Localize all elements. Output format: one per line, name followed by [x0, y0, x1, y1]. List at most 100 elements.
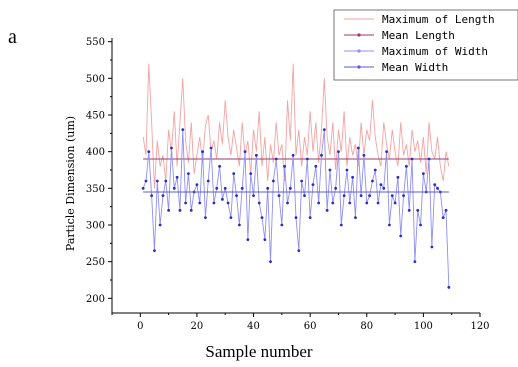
data-point-max-width: [407, 208, 411, 212]
x-tick-label: 80: [360, 321, 373, 332]
data-point-max-width: [337, 150, 340, 154]
data-point-max-width: [215, 186, 219, 190]
data-point-max-width: [368, 194, 371, 198]
data-point-max-width: [170, 146, 173, 150]
data-point-max-width: [447, 285, 451, 289]
data-point-max-width: [271, 179, 275, 183]
data-point-max-width: [410, 157, 414, 161]
y-tick-label: 400: [86, 147, 105, 158]
x-tick-label: 20: [191, 321, 204, 332]
data-point-max-width: [308, 216, 312, 220]
data-point-max-width: [175, 175, 179, 179]
data-point-max-width: [441, 216, 445, 220]
data-point-max-width: [235, 194, 238, 198]
data-point-max-width: [229, 216, 233, 220]
data-point-max-width: [385, 150, 388, 154]
data-point-max-width: [150, 194, 154, 198]
data-point-max-width: [147, 150, 151, 154]
data-point-max-width: [257, 201, 261, 205]
data-point-max-width: [246, 238, 250, 242]
data-point-max-width: [320, 153, 323, 157]
y-tick-label: 350: [86, 184, 105, 195]
data-point-max-width: [286, 201, 289, 205]
data-point-max-width: [184, 201, 188, 205]
data-point-max-width: [206, 179, 210, 183]
legend-entry-label: Mean Length: [382, 29, 455, 42]
data-point-max-width: [252, 194, 255, 198]
data-point-max-width: [204, 216, 207, 220]
data-point-max-width: [294, 216, 298, 220]
data-point-max-width: [311, 183, 315, 187]
data-point-max-width: [430, 245, 434, 249]
data-point-max-width: [232, 172, 236, 176]
x-tick-label: 100: [414, 321, 433, 332]
data-point-max-width: [354, 216, 357, 220]
data-point-max-width: [334, 186, 338, 190]
legend-box: [333, 9, 518, 81]
x-tick-label: 120: [470, 321, 489, 332]
data-point-max-width: [153, 249, 156, 253]
data-point-max-width: [221, 197, 224, 201]
data-point-max-width: [339, 223, 343, 227]
data-point-max-width: [212, 201, 216, 205]
data-point-max-width: [274, 157, 278, 161]
data-point-max-width: [167, 208, 171, 212]
data-point-max-width: [376, 201, 380, 205]
data-point-max-width: [396, 175, 400, 179]
data-point-max-width: [243, 150, 247, 154]
data-point-max-width: [419, 223, 422, 227]
data-point-max-width: [297, 249, 301, 253]
data-point-max-width: [195, 183, 199, 187]
data-point-max-width: [421, 172, 425, 176]
data-point-max-width: [141, 186, 145, 190]
data-point-max-width: [331, 201, 335, 205]
y-tick-label: 550: [86, 37, 105, 48]
y-axis-label: Particle Dimension (um): [64, 116, 77, 251]
data-point-max-width: [178, 208, 182, 212]
data-point-max-width: [263, 238, 267, 242]
y-tick-label: 500: [86, 74, 105, 85]
data-point-max-width: [254, 153, 258, 157]
legend-entry-label: Mean Width: [382, 61, 448, 74]
data-point-max-width: [444, 208, 448, 212]
data-point-max-width: [305, 157, 309, 161]
data-point-max-width: [351, 175, 355, 179]
data-point-max-width: [365, 201, 369, 205]
legend-swatch-marker: [357, 49, 361, 53]
data-point-max-width: [277, 194, 281, 198]
data-point-max-width: [249, 172, 253, 176]
data-point-max-width: [399, 234, 403, 238]
legend-swatch-marker: [357, 33, 361, 37]
data-point-max-width: [240, 186, 244, 190]
data-point-max-width: [291, 153, 295, 157]
data-point-max-width: [288, 186, 292, 190]
data-point-max-width: [379, 183, 383, 187]
data-point-max-width: [345, 168, 349, 172]
data-point-max-width: [266, 186, 270, 190]
data-point-max-width: [362, 153, 366, 157]
data-point-max-width: [158, 223, 162, 227]
data-point-max-width: [356, 146, 360, 150]
data-point-max-width: [189, 208, 193, 212]
data-point-max-width: [371, 179, 374, 183]
data-point-max-width: [393, 201, 397, 205]
data-point-max-width: [201, 150, 204, 154]
data-point-max-width: [436, 186, 439, 190]
data-point-max-width: [413, 260, 417, 264]
axes: 0 20 40 60 80 100 120 200 250 300 350 400 450 500 550 P…: [64, 37, 490, 332]
data-point-max-width: [388, 223, 391, 227]
data-point-max-width: [155, 179, 159, 183]
data-point-max-width: [390, 194, 394, 198]
x-tick-label: 40: [247, 321, 260, 332]
data-point-max-width: [433, 183, 437, 187]
data-point-max-width: [314, 164, 318, 168]
data-point-max-width: [342, 194, 346, 198]
data-point-max-width: [359, 194, 363, 198]
data-point-max-width: [300, 179, 304, 183]
data-point-max-width: [198, 201, 202, 205]
x-tick-label: 0: [137, 321, 143, 332]
y-tick-label: 250: [86, 257, 105, 268]
y-tick-label: 300: [86, 221, 105, 232]
data-point-max-width: [373, 168, 377, 172]
data-point-max-width: [269, 260, 272, 264]
